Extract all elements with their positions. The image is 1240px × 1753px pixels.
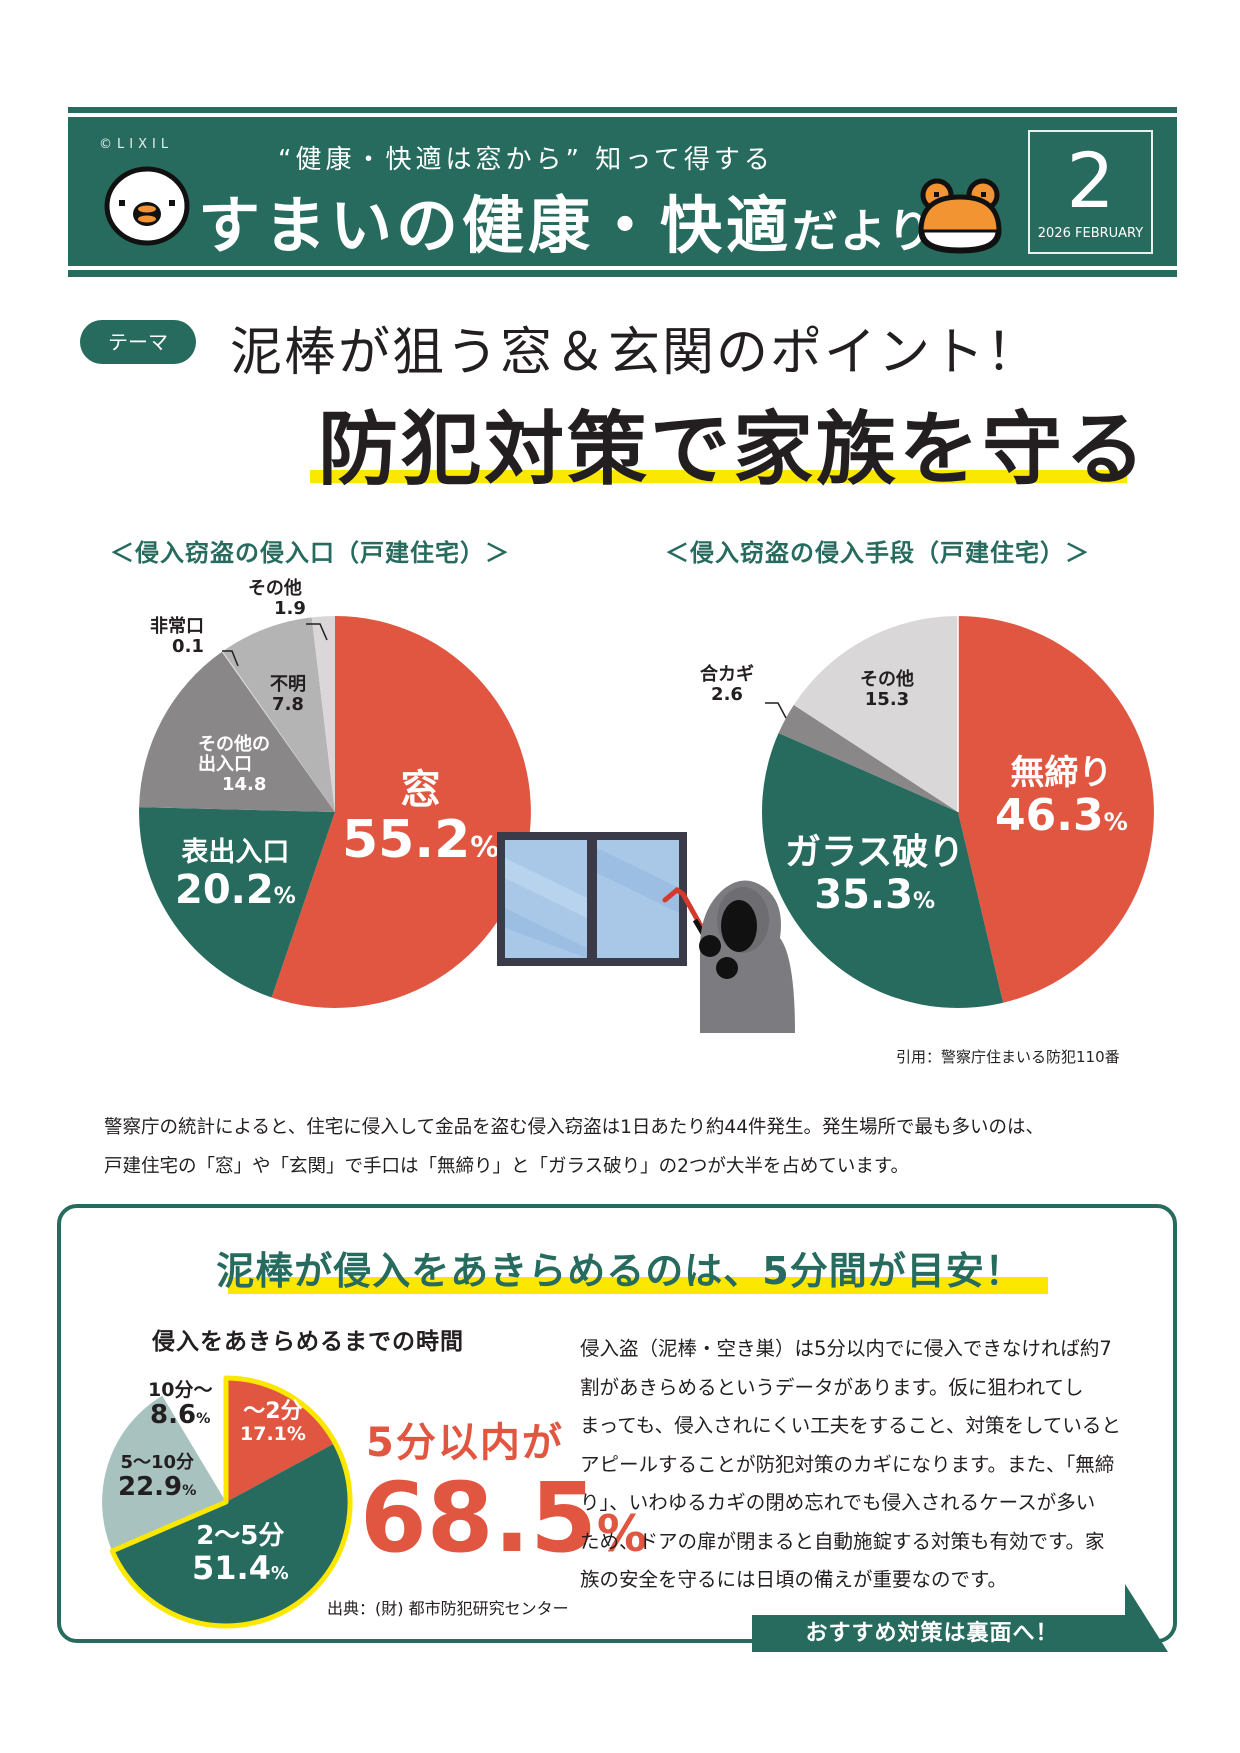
banner-bottom-stripe [68, 270, 1177, 277]
label-method-spare-key: 合カギ 2.6 [700, 664, 754, 705]
info-box [57, 1204, 1177, 1643]
cta-arrow-shape [752, 1584, 1168, 1652]
theme-subheading: 泥棒が狙う窓＆玄関のポイント！ [230, 323, 1041, 383]
label-entry-other-doors: その他の 出入口 14.8 [198, 734, 270, 795]
banner-top-stripe [68, 107, 1177, 113]
box-heading: 泥棒が侵入をあきらめるのは、5分間が目安！ [216, 1249, 1024, 1293]
intro-line-2: 戸建住宅の「窓」や「玄関」で手口は「無締り」と「ガラス破り」の2つが大半を占めて… [104, 1156, 910, 1177]
banner-kicker: “健康・快適は窓から” 知って得する [278, 145, 774, 175]
issue-badge: 2 2026 FEBRUARY [1028, 130, 1153, 254]
copyright: ©LIXIL [99, 137, 174, 152]
page-title: 防犯対策で家族を守る [318, 403, 1148, 496]
label-entry-unknown: 不明 7.8 [270, 674, 306, 715]
frog-mascot-icon [918, 178, 1002, 254]
burglar-window-illustration [497, 832, 795, 1033]
entry-chart-title: ＜侵入窃盗の侵入口（戸建住宅）＞ [110, 539, 510, 567]
highlight-value: 68.5% [360, 1462, 647, 1574]
newsletter-title: すまいの健康・快適だより [198, 189, 936, 262]
entry-pie-chart [139, 616, 531, 1008]
label-2-5min: 2～5分 51.4% [192, 1521, 289, 1587]
giveup-chart-title: 侵入をあきらめるまでの時間 [152, 1329, 464, 1355]
issue-date: 2026 FEBRUARY [1037, 226, 1144, 241]
giveup-chart-source: 出典：(財) 都市防犯研究センター [327, 1599, 569, 1618]
theme-label: テーマ [80, 320, 196, 364]
chart-citation: 引用：警察庁住まいる防犯110番 [896, 1048, 1120, 1066]
box-heading-highlight [228, 1277, 1048, 1294]
duck-mascot-icon [104, 166, 190, 246]
label-entry-emergency: 非常口 0.1 [150, 616, 204, 657]
headline-highlight [310, 470, 1127, 483]
label-5-10min: 5～10分 22.9% [118, 1452, 197, 1502]
label-entry-front: 表出入口 20.2% [175, 837, 296, 913]
label-method-unlocked: 無締り 46.3% [995, 753, 1128, 842]
label-method-other: その他 15.3 [860, 669, 914, 710]
newsletter-banner: ©LIXIL “健康・快適は窓から” 知って得する すまいの健康・快適だより 2… [68, 117, 1177, 266]
label-entry-other: その他 1.9 [247, 578, 306, 619]
label-under-2min: ～2分 17.1% [240, 1399, 306, 1446]
method-pie-chart [761, 616, 1154, 1008]
issue-number: 2 [1066, 136, 1115, 225]
label-entry-window: 窓 55.2% [342, 767, 499, 870]
see-reverse-link[interactable]: おすすめ対策は裏面へ！ [805, 1621, 1059, 1646]
label-10min-plus: 10分～ 8.6% [148, 1379, 213, 1430]
method-chart-title: ＜侵入窃盗の侵入手段（戸建住宅）＞ [665, 539, 1090, 567]
intro-line-1: 警察庁の統計によると、住宅に侵入して金品を盗む侵入窃盗は1日あたり約44件発生。… [104, 1117, 1044, 1138]
label-method-glass: ガラス破り 35.3% [785, 832, 965, 918]
box-body-text: 侵入盗（泥棒・空き巣）は5分以内でに侵入できなければ約7 割があきらめるというデ… [580, 1337, 1121, 1591]
highlight-caption: 5分以内が [366, 1420, 564, 1466]
